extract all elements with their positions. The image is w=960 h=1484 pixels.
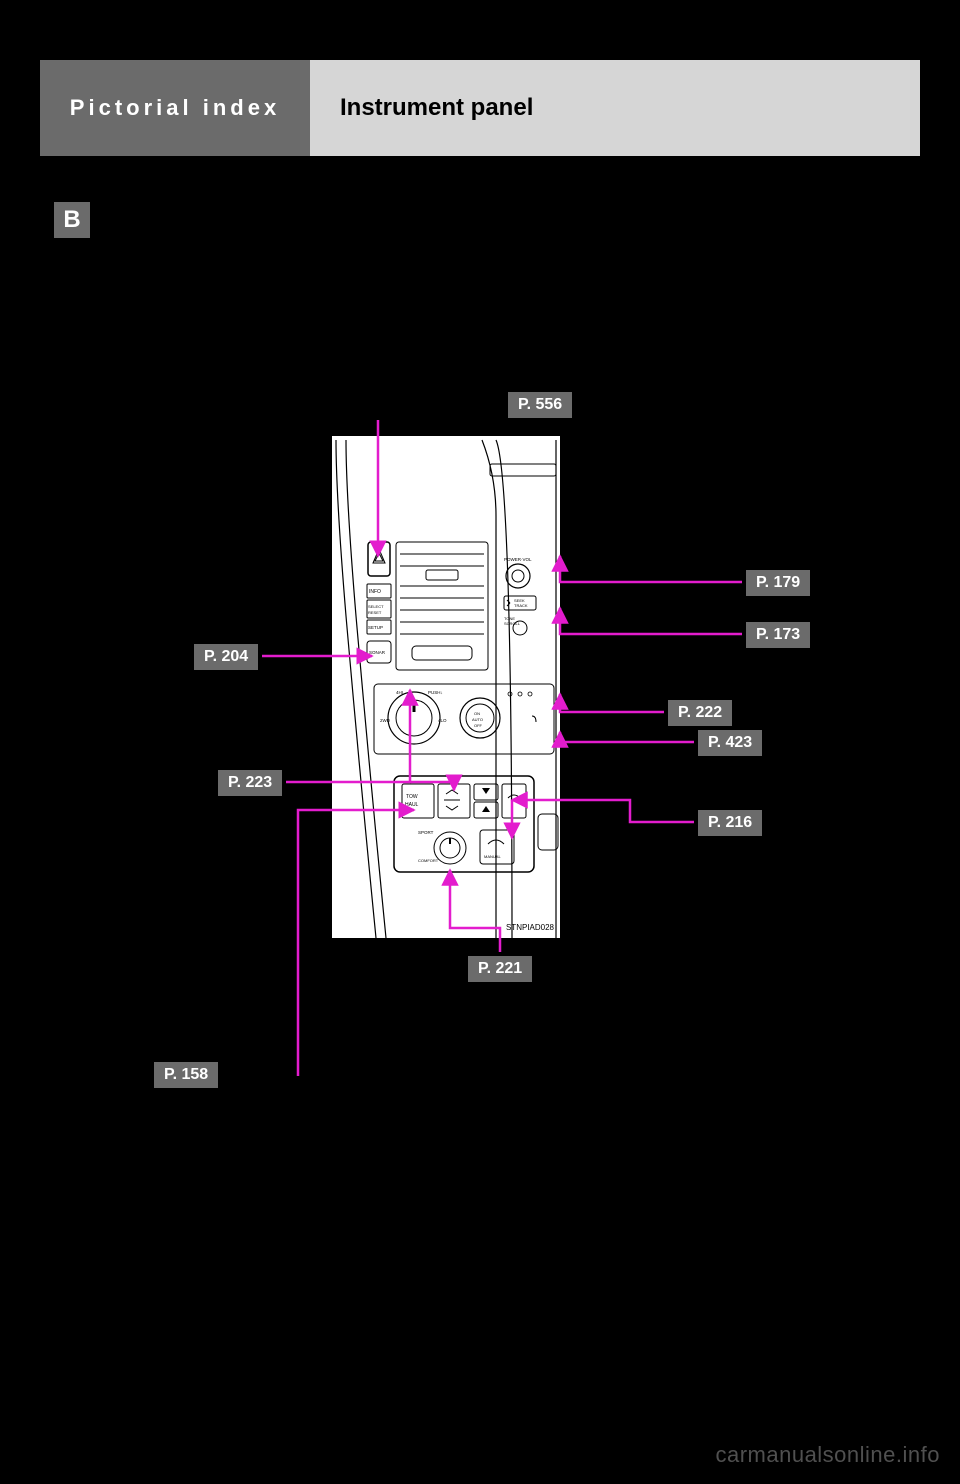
svg-text:POWER·VOL: POWER·VOL [504,557,532,562]
diagram-code-label: STNPIAD028 [506,923,554,932]
callout-p222: P. 222 [668,700,732,726]
svg-text:SETUP: SETUP [368,625,383,630]
watermark-text: carmanualsonline.info [715,1442,940,1468]
svg-text:4LO: 4LO [438,718,447,723]
callout-p158: P. 158 [154,1062,218,1088]
section-badge: B [54,202,90,238]
header-section-title: Pictorial index [40,60,310,156]
callout-p221: P. 221 [468,956,532,982]
svg-text:SPORT: SPORT [418,830,434,835]
instrument-panel-diagram: INFO SELECT RESET SETUP SONAR POWER·VOL … [332,436,560,938]
svg-text:4HI: 4HI [396,690,403,695]
callout-p223: P. 223 [218,770,282,796]
svg-text:MANUAL: MANUAL [484,854,501,859]
svg-text:SELECT: SELECT [368,604,384,609]
svg-text:2WD: 2WD [380,718,391,723]
callout-p179: P. 179 [746,570,810,596]
svg-text:AUTO: AUTO [472,717,483,722]
svg-text:ON: ON [474,711,480,716]
svg-text:HAUL: HAUL [405,802,419,808]
callout-p216: P. 216 [698,810,762,836]
svg-text:COMFORT: COMFORT [418,858,439,863]
svg-text:TRACK: TRACK [514,603,528,608]
page-header: Pictorial index Instrument panel [40,60,920,156]
svg-text:OFF: OFF [474,723,483,728]
callout-p423: P. 423 [698,730,762,756]
header-page-title: Instrument panel [310,60,920,156]
callout-p173: P. 173 [746,622,810,648]
svg-text:RESET: RESET [368,610,382,615]
svg-text:TOW: TOW [406,794,418,800]
callout-p204: P. 204 [194,644,258,670]
svg-text:SONAR: SONAR [369,650,386,655]
svg-text:PUSH↓: PUSH↓ [428,690,443,695]
callout-p556: P. 556 [508,392,572,418]
svg-text:INFO: INFO [369,589,381,595]
svg-text:SCROLL: SCROLL [504,621,521,626]
